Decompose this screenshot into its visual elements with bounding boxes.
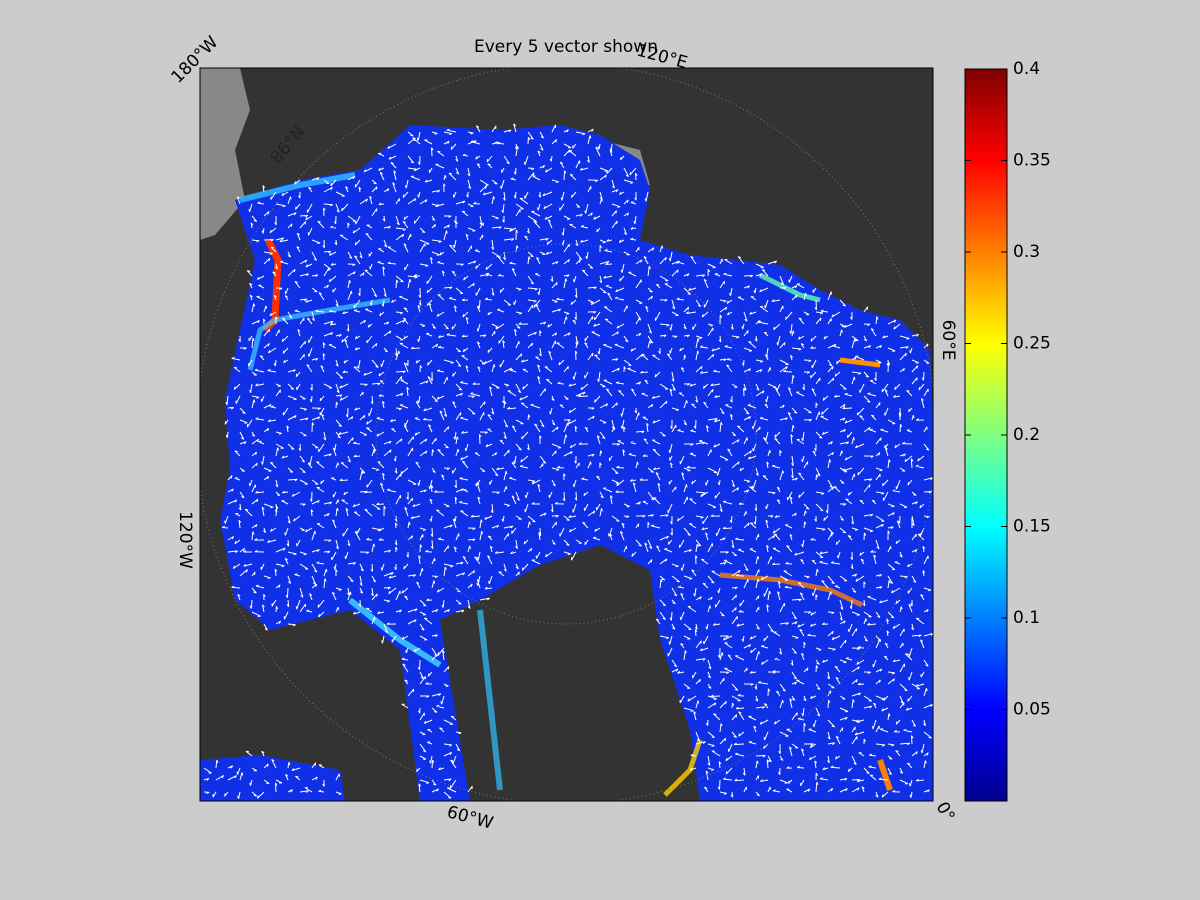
current-streak <box>348 597 442 668</box>
meridian-label: 120°W <box>175 511 195 569</box>
colorbar <box>964 68 1008 802</box>
graticule <box>375 243 757 625</box>
map-area <box>200 68 933 801</box>
colorbar-tick-label: 0.4 <box>1013 59 1040 79</box>
meridian-label: 60°E <box>938 320 958 361</box>
map-title: Every 5 vector shown <box>474 37 658 57</box>
current-streak <box>477 609 503 791</box>
current-streak <box>239 172 356 203</box>
colorbar-tick-label: 0.3 <box>1013 242 1040 262</box>
colorbar-tick-label: 0.2 <box>1013 425 1040 445</box>
meridian-label: 60°W <box>445 802 496 834</box>
flow-vectors <box>203 123 933 799</box>
map-frame <box>199 67 934 802</box>
current-streak <box>719 572 864 608</box>
colorbar-tick-label: 0.25 <box>1013 334 1051 354</box>
current-streak <box>877 759 893 791</box>
colorbar-tick-label: 0.1 <box>1013 608 1040 628</box>
current-streak <box>758 272 821 303</box>
colorbar-tick-label: 0.05 <box>1013 700 1051 720</box>
colorbar-tick-label: 0.35 <box>1013 151 1051 171</box>
current-streak <box>247 297 391 371</box>
meridian-label: 0° <box>932 799 959 826</box>
colorbar-tick-label: 0.15 <box>1013 517 1051 537</box>
current-streak <box>839 357 881 368</box>
